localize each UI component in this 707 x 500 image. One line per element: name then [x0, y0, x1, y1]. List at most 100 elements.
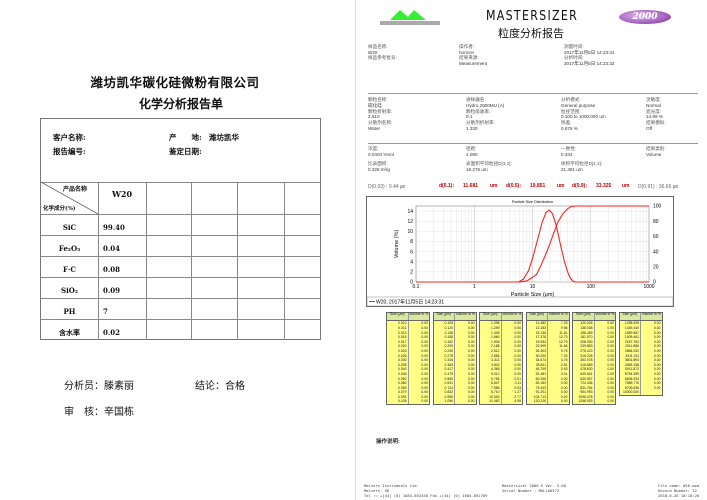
grid-line: [41, 298, 320, 299]
table-row: 0.316 0.00: [434, 358, 476, 363]
volume-cell: 0.00: [467, 325, 475, 330]
volume-cell: 0.00: [467, 390, 475, 395]
x-tick-label: 1000: [643, 284, 654, 290]
table-row: 954.993 0.00: [573, 390, 615, 395]
size-cell: 0.069: [387, 385, 409, 391]
size-cell: 0.105: [387, 399, 409, 405]
table-row: 26.303 9.75: [527, 348, 569, 354]
table-row: 549.541 0.00: [573, 371, 615, 377]
table-row: 1659.587 0.00: [620, 330, 662, 336]
size-cell: 0.363: [434, 362, 455, 368]
volume-cell: 0.00: [514, 348, 521, 353]
volume-cell: 0.00: [607, 358, 614, 363]
volume-cell: 0.00: [607, 385, 614, 390]
volume-cell: 12.73: [559, 335, 568, 340]
volume-cell: 0.00: [467, 321, 475, 326]
size-table-column: Size (μm) Volume In % 1258.925 0.00 1445.440…: [618, 312, 663, 396]
chemical-analysis-report-page: 潍坊凯华碳化硅微粉有限公司 化学分析报告单 客户名称: 报告编号: 产 地: 潍…: [0, 0, 352, 500]
table-row: 6.607 0.11: [480, 381, 522, 386]
volume-cell: 0.00: [607, 353, 614, 358]
volume-cell: 0.00: [421, 344, 428, 349]
table-row: 10000.000: [620, 390, 662, 395]
table-row: 19.953 12.75: [527, 339, 569, 345]
volume-cell: 4.75: [560, 358, 568, 363]
size-cell: 1.905: [480, 339, 502, 345]
table-row: 5011.872 0.00: [620, 367, 662, 372]
field-label: 体积平均粒径D[4,3]:: [561, 161, 603, 167]
size-header: Size (μm): [480, 312, 502, 321]
field-label: 结果模拟:: [646, 120, 666, 125]
volume-cell: 0.00: [607, 335, 614, 340]
y2-tick-label: 0: [653, 280, 656, 286]
conclusion: 结论：合格: [195, 381, 245, 392]
size-cell: 1.096: [480, 321, 502, 326]
volume-cell: 0.00: [421, 325, 428, 330]
volume-cell: 0.00: [653, 353, 661, 358]
size-cell: 0.035: [387, 362, 409, 368]
table-row: 34.674 4.75: [527, 358, 569, 363]
report-title: 粒度分析报告: [498, 27, 564, 40]
field-label: 残差:: [561, 120, 572, 125]
volume-cell: 7.25: [560, 353, 568, 358]
size-table-column: Size (μm) Volume In % 0.105 0.00 0.120 0.00 0.…: [432, 312, 477, 406]
volume-cell: 0.00: [514, 325, 521, 330]
volume-cell: 0.00: [607, 362, 614, 367]
size-cell: 5.012: [480, 371, 502, 377]
volume-cell: 0.00: [607, 390, 614, 395]
table-row: 363.078 0.00: [573, 358, 615, 363]
y2-tick-label: 40: [653, 249, 659, 255]
table-row: 0.069 0.00: [387, 385, 429, 391]
table-row: 0.417 0.00: [434, 367, 476, 372]
table-row: 2.884 0.00: [480, 353, 522, 359]
field-value: 0.1: [466, 114, 473, 119]
table-row: 15.136 11.61: [527, 330, 569, 336]
y-tick-label: 4: [410, 259, 413, 265]
table-row: 0.363 0.00: [434, 362, 476, 368]
table-row: 79.433 0.00: [527, 385, 569, 391]
volume-cell: 0.11: [514, 381, 521, 386]
volume-cell: 0.00: [421, 385, 428, 390]
size-cell: 79.433: [527, 385, 548, 391]
brand-badge: 2000: [619, 10, 671, 24]
table-row: 0.035 0.00: [387, 362, 429, 368]
size-cell: 10000.000: [620, 390, 641, 395]
volume-cell: 0.00: [607, 394, 614, 399]
size-cell: 724.436: [573, 381, 595, 386]
d003-value: D(0.03) : 9.44 ㎛: [368, 184, 405, 190]
table-row: 4365.158 0.00: [620, 362, 662, 368]
size-cell: 0.316: [434, 358, 455, 363]
table-row: 0.832 0.00: [434, 390, 476, 395]
grid-line: [41, 319, 320, 320]
analyst: 分析员：滕素丽: [64, 381, 134, 392]
volume-cell: 0.00: [421, 362, 428, 367]
table-row: 6606.934 0.00: [620, 376, 662, 382]
table-row: 1258.925 0.00: [573, 399, 615, 405]
y-tick-label: 0: [410, 280, 413, 286]
table-row: 1096.478 0.00: [573, 394, 615, 400]
volume-cell: 0.00: [421, 330, 428, 335]
size-cell: 11.482: [480, 399, 502, 405]
component-name: 含水率: [59, 328, 80, 337]
field-value: 14.99 %: [646, 114, 663, 119]
size-cell: 0.026: [387, 353, 409, 359]
size-cell: 1659.587: [620, 330, 641, 336]
field-value: Measurement: [459, 60, 488, 66]
volume-cell: 0.00: [514, 335, 521, 340]
company-name: 潍坊凯华碳化硅微粉有限公司: [90, 75, 260, 90]
size-cell: 39.811: [527, 362, 548, 368]
volume-cell: 0.00: [421, 335, 428, 340]
x-tick-label: 10: [530, 284, 536, 290]
size-cell: 120.226: [527, 399, 548, 405]
size-cell: 5.754: [480, 376, 502, 382]
table-row: 275.423 0.00: [573, 348, 615, 354]
x-axis-label: Particle Size (μm): [511, 292, 555, 298]
size-cell: 15.136: [527, 330, 548, 336]
size-cell: 549.541: [573, 371, 595, 377]
volume-cell: 0.00: [467, 339, 475, 344]
table-header: Size (μm) Volume In %: [433, 312, 476, 322]
size-cell: 831.764: [573, 385, 595, 391]
divider: [368, 143, 698, 144]
size-cell: 5754.399: [620, 371, 641, 377]
field-label: 分析时间:: [564, 55, 584, 61]
d09-label: d(0.9):: [572, 183, 587, 189]
